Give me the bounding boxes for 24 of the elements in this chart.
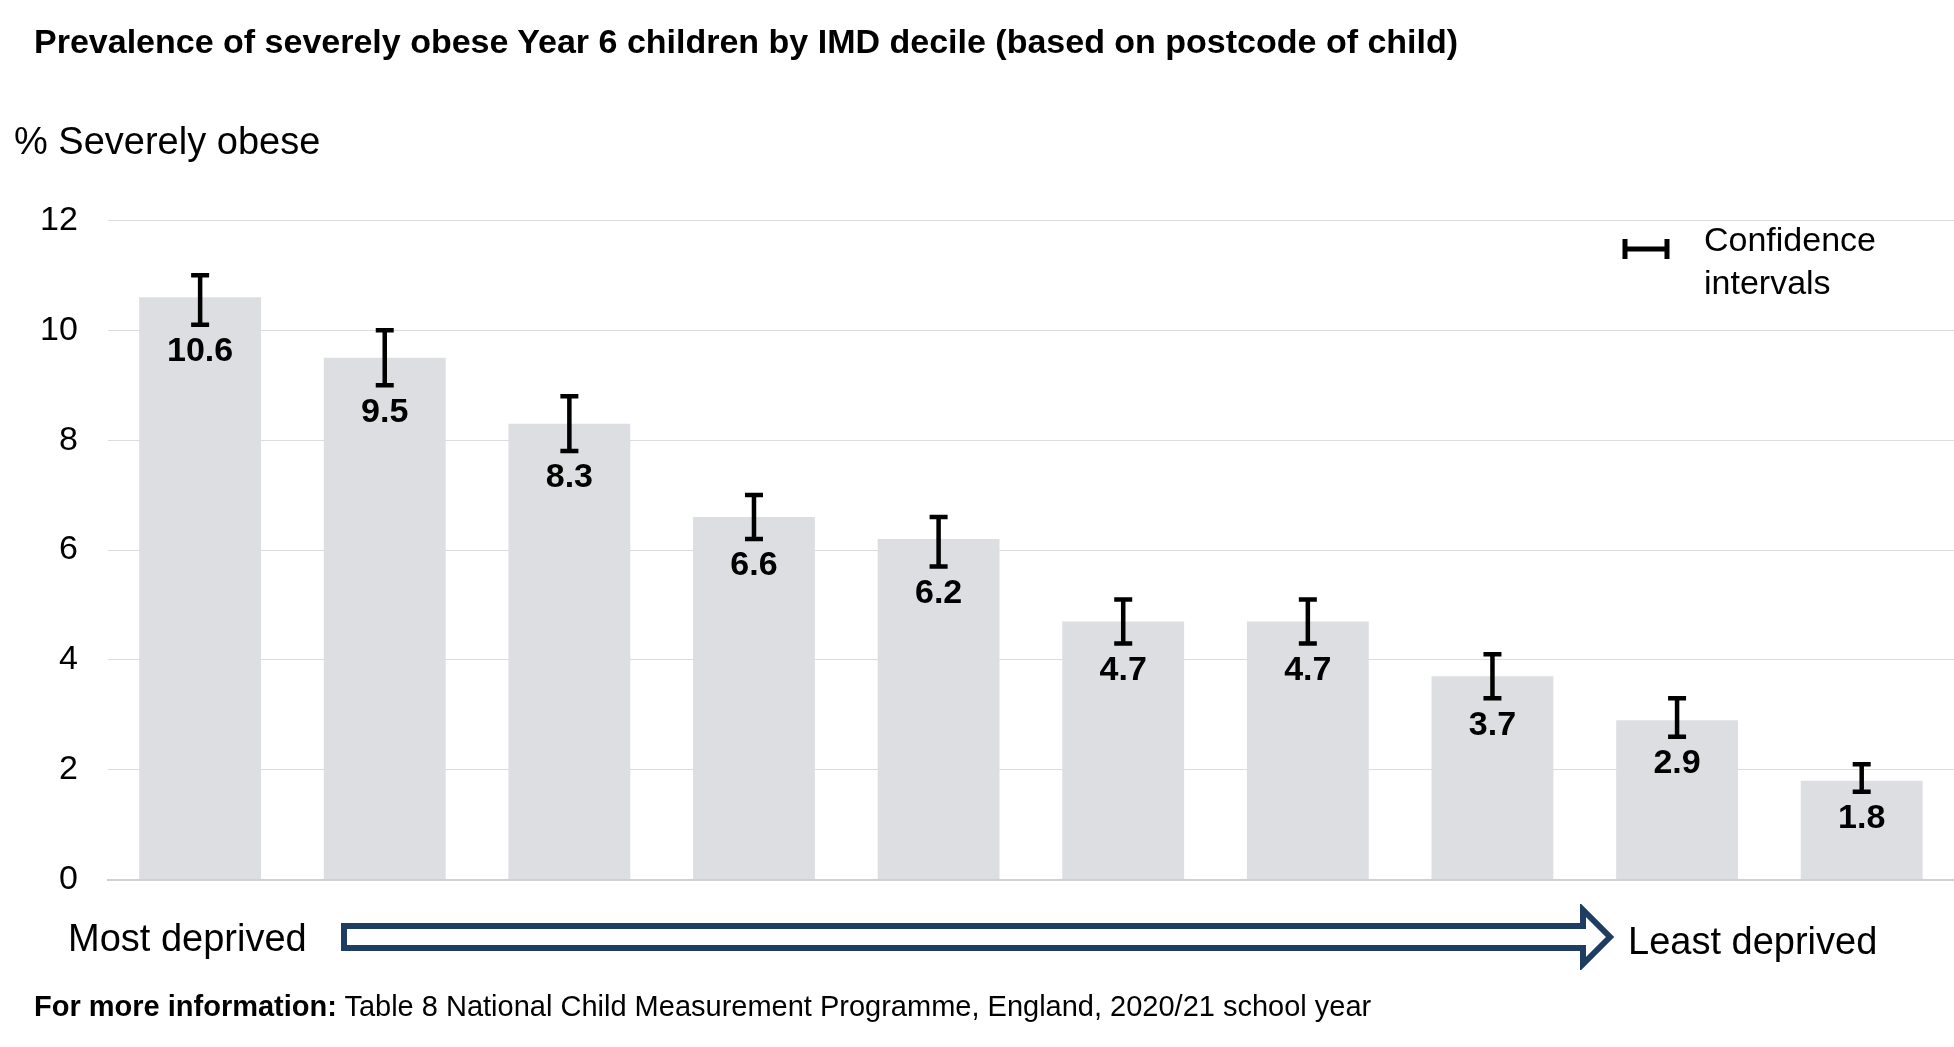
y-tick-label: 4 (58, 638, 78, 677)
data-label: 3.7 (1468, 703, 1517, 742)
bar (1800, 780, 1923, 880)
y-tick-label: 6 (58, 528, 78, 567)
data-label: 10.6 (167, 330, 234, 369)
y-tick-label: 8 (58, 418, 78, 457)
y-tick-label: 2 (58, 748, 78, 787)
y-tick-label: 0 (58, 857, 78, 896)
text: Most deprived (68, 917, 307, 960)
data-label: 9.5 (361, 390, 409, 429)
data-label: 4.7 (1099, 648, 1147, 687)
y-tick-label: 10 (39, 308, 78, 347)
y-axis-title: % Severely obese (14, 120, 321, 163)
data-label: 6.2 (914, 571, 963, 610)
data-label: 1.8 (1838, 797, 1886, 836)
y-tick-label: 12 (39, 198, 78, 237)
text: For more information: Table 8 National Child Measurement Programme, England, 2020/21 school year (34, 990, 1372, 1023)
data-label: 6.6 (730, 544, 778, 583)
annotation: Confidence intervals (1704, 219, 1877, 303)
chart-title: Prevalence of severely obese Year 6 children by IMD decile (based on postcode of child) (34, 22, 1459, 61)
data-label: 4.7 (1284, 648, 1332, 687)
data-label: 8.3 (545, 456, 593, 495)
text: Least deprived (1628, 920, 1878, 963)
data-label: 2.9 (1653, 742, 1701, 781)
